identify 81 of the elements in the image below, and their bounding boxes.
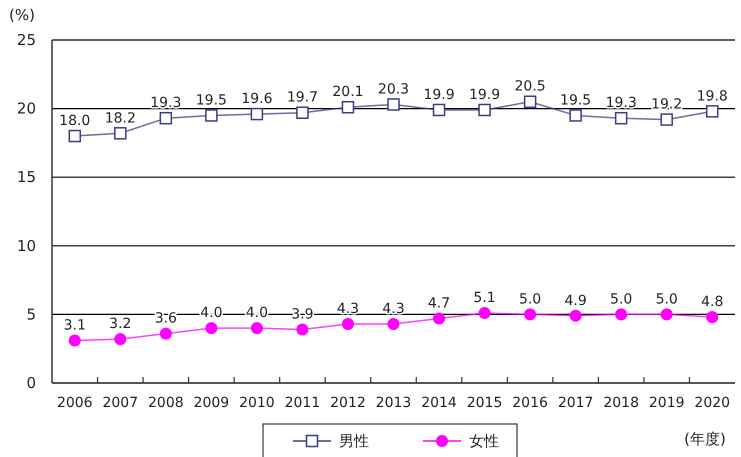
x-tick-label: 2019 <box>648 395 685 411</box>
data-label: 18.2 <box>104 110 136 126</box>
point <box>114 127 127 140</box>
x-tick-label: 2016 <box>512 395 548 411</box>
point <box>160 328 172 340</box>
point <box>68 334 81 346</box>
y-tick-label: 15 <box>16 168 36 186</box>
x-tick-label: 2012 <box>330 395 366 411</box>
x-tick-label: 2018 <box>603 395 639 411</box>
data-label: 19.5 <box>196 92 227 108</box>
x-axis-title: (年度) <box>684 430 726 448</box>
point <box>296 106 309 119</box>
data-label: 19.9 <box>468 86 500 103</box>
x-tick-label: 2007 <box>102 395 138 411</box>
point <box>660 113 673 126</box>
data-label: 4.3 <box>336 301 360 318</box>
point <box>342 318 354 330</box>
data-label: 5.0 <box>610 291 632 308</box>
data-label: 19.9 <box>423 86 455 103</box>
data-label: 4.8 <box>701 294 724 310</box>
data-label: 5.0 <box>656 291 678 308</box>
data-label: 5.0 <box>518 291 542 308</box>
point <box>387 98 400 111</box>
x-tick-label: 2015 <box>466 395 502 411</box>
y-tick-label: 10 <box>16 236 36 255</box>
point <box>706 311 718 324</box>
point <box>524 308 536 320</box>
point <box>68 130 82 142</box>
point <box>433 312 446 325</box>
data-label: 3.2 <box>109 316 132 332</box>
point <box>205 109 218 122</box>
point <box>342 100 354 114</box>
data-label: 4.9 <box>564 292 587 309</box>
data-label: 3.6 <box>154 310 178 327</box>
data-label: 19.3 <box>606 95 637 112</box>
y-axis-title: (%) <box>9 6 35 24</box>
point <box>524 95 536 108</box>
x-tick-label: 2014 <box>421 395 457 411</box>
point <box>569 109 582 122</box>
data-label: 3.1 <box>64 317 86 334</box>
point <box>706 105 718 118</box>
x-tick-label: 2006 <box>56 395 93 411</box>
point <box>160 112 172 124</box>
point <box>250 108 264 120</box>
data-label: 19.6 <box>241 91 273 108</box>
point <box>114 333 126 346</box>
x-tick-label: 2011 <box>284 395 320 411</box>
data-label: 4.7 <box>428 296 450 312</box>
point <box>205 322 218 334</box>
x-tick-label: 2009 <box>194 395 230 411</box>
x-tick-label: 2017 <box>558 395 594 411</box>
data-label: 18.0 <box>59 113 90 130</box>
x-tick-label: 2013 <box>376 395 412 411</box>
point <box>614 112 628 124</box>
point <box>388 318 400 330</box>
data-label: 4.3 <box>382 301 405 318</box>
legend-label: 男性 <box>339 432 369 450</box>
y-tick-label: 0 <box>26 374 36 392</box>
point <box>478 104 491 116</box>
data-label: 19.5 <box>560 92 592 108</box>
point <box>432 104 446 116</box>
point <box>250 322 263 334</box>
data-label: 20.3 <box>378 81 410 98</box>
data-label: 5.1 <box>473 290 496 306</box>
x-tick-label: 2020 <box>694 395 730 411</box>
point <box>296 323 308 336</box>
data-label: 20.1 <box>332 84 364 100</box>
y-tick-label: 25 <box>16 31 36 49</box>
point <box>615 308 628 320</box>
data-label: 19.7 <box>286 90 318 106</box>
legend-label: 女性 <box>469 432 499 450</box>
y-tick-label: 5 <box>26 305 36 324</box>
data-label: 19.8 <box>696 88 728 104</box>
data-label: 19.3 <box>150 95 182 112</box>
x-tick-label: 2008 <box>148 395 184 411</box>
point <box>660 308 673 320</box>
data-label: 20.5 <box>514 78 546 95</box>
point <box>478 307 491 320</box>
y-tick-label: 20 <box>16 100 36 118</box>
x-tick-label: 2010 <box>239 395 275 411</box>
point <box>570 310 582 322</box>
